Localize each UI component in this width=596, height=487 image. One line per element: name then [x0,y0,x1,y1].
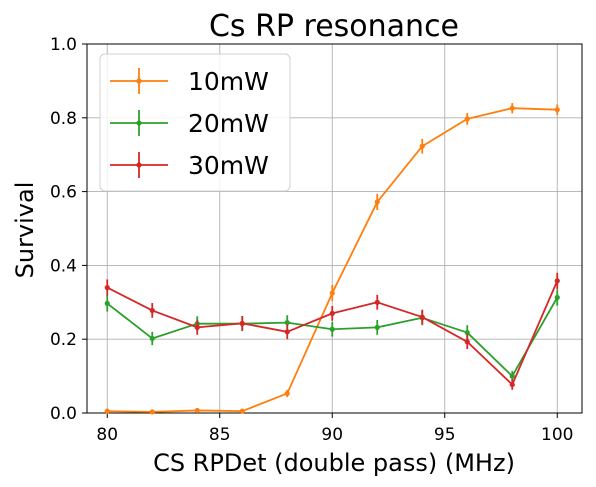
data-point [509,381,515,388]
y-tick-label: 0.8 [50,109,77,129]
data-point [509,105,515,111]
legend-marker [136,78,142,84]
y-axis-title: Survival [11,182,39,279]
data-point [554,294,560,301]
data-point [419,314,425,320]
x-tick-label: 90 [321,425,343,445]
x-axis-title: CS RPDet (double pass) (MHz) [153,449,515,477]
data-point [284,329,290,335]
y-tick-label: 1.0 [50,35,77,55]
series-30mW [104,272,560,390]
data-point [329,326,335,332]
legend-marker [136,162,142,168]
data-point [554,107,560,113]
data-point [149,335,155,342]
data-point [374,324,380,330]
data-point [104,284,110,291]
data-point [284,390,290,397]
data-point [239,320,245,326]
legend-label: 30mW [188,151,269,180]
data-point [194,407,200,414]
data-point [464,329,470,336]
data-point [464,339,470,345]
x-tick-label: 85 [209,425,231,445]
legend-box [99,53,291,192]
data-point [419,143,425,149]
data-point [374,199,380,205]
data-point [239,408,245,414]
y-tick-label: 0.6 [50,183,77,203]
legend-label: 20mW [188,109,269,138]
data-point [329,290,335,296]
x-tick-label: 95 [434,425,456,445]
data-point [149,307,155,314]
x-tick-label: 80 [96,425,118,445]
series-10mW [104,103,560,415]
data-point [149,409,155,415]
data-point [104,408,110,414]
legend-marker [136,120,142,126]
data-point [554,278,560,284]
data-point [509,373,515,379]
series [104,103,560,415]
plot-frame [86,43,583,414]
data-point [104,300,110,307]
data-point [464,116,470,122]
data-point [284,319,290,326]
legend: 10mW 20mW 30mW [99,53,291,192]
x-tick-label: 100 [541,425,573,445]
axes: 80 85 90 95 100 0.0 0.2 0.4 0.6 0.8 1.0 [50,35,583,445]
y-tick-label: 0.4 [50,256,77,276]
data-point [194,324,200,330]
chart-title: Cs RP resonance [209,9,459,44]
y-tick-label: 0.0 [50,404,77,424]
data-point [329,310,335,316]
y-tick-label: 0.2 [50,330,77,350]
legend-label: 10mW [188,67,269,96]
data-point [374,299,380,305]
